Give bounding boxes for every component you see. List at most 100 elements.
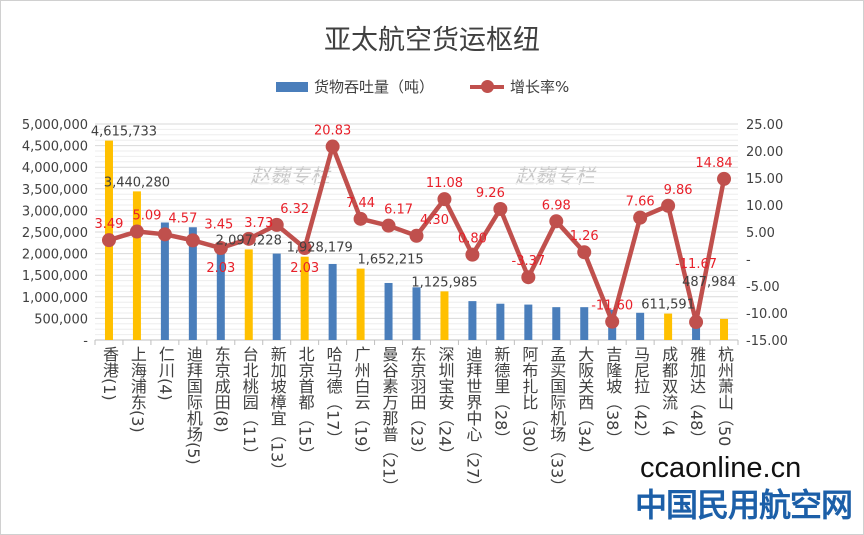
growth-label: 0.80 — [458, 232, 487, 247]
y-left-tick-label: 1,500,000 — [22, 269, 88, 284]
bar-value-label: 487,984 — [682, 275, 736, 290]
x-tick-label: 成都双流（4 — [659, 346, 679, 437]
y-right-tick-label: -15.00 — [746, 334, 788, 349]
logo-chinese: 中国民用航空网 — [635, 486, 853, 524]
growth-label: 3.49 — [95, 217, 124, 232]
bar — [132, 191, 141, 340]
growth-label: 6.32 — [280, 202, 309, 217]
growth-point — [689, 315, 704, 330]
x-tick-label: 马尼拉（42） — [631, 346, 651, 447]
bar — [580, 307, 589, 340]
growth-label: 5.09 — [132, 209, 161, 224]
x-tick-label: 上海浦东(3) — [127, 346, 147, 433]
legend-bar-swatch — [276, 81, 308, 92]
growth-label: 2.03 — [206, 261, 235, 276]
growth-point — [325, 139, 340, 154]
y-left-tick-label: 4,500,000 — [22, 140, 88, 155]
bar — [216, 243, 225, 340]
watermark: 赵巍专栏 — [515, 164, 595, 188]
growth-label: -11.60 — [591, 299, 633, 314]
growth-label: 4.30 — [420, 213, 449, 228]
growth-label: 4.57 — [168, 211, 197, 226]
x-tick-label: 阿布扎比（30） — [519, 346, 539, 463]
growth-point — [521, 270, 536, 285]
x-tick-label: 吉隆坡（38） — [603, 346, 623, 447]
growth-point — [185, 233, 200, 248]
growth-label: 7.66 — [626, 195, 655, 210]
growth-point — [493, 201, 508, 216]
growth-point — [269, 217, 284, 232]
y-left-tick-label: 3,000,000 — [22, 204, 88, 219]
growth-label: -11.67 — [675, 257, 717, 272]
bar-value-label: 2,097,228 — [216, 233, 282, 248]
y-left-tick-label: 5,000,000 — [22, 118, 88, 133]
y-right-tick-label: - — [746, 253, 751, 268]
bar — [188, 227, 197, 340]
y-left-tick-label: 2,500,000 — [22, 226, 88, 241]
y-right-tick-label: 15.00 — [746, 172, 783, 187]
y-left-tick-label: - — [83, 334, 88, 349]
bar — [384, 282, 393, 340]
growth-point — [437, 192, 452, 207]
x-tick-label: 东京成田(8) — [211, 346, 231, 433]
y-right-tick-label: 25.00 — [746, 118, 783, 133]
x-tick-label: 哈马德（17） — [323, 346, 343, 447]
growth-label: 3.45 — [204, 217, 233, 232]
bar — [720, 318, 729, 340]
growth-label: 20.83 — [314, 124, 351, 139]
logo-text: ccaonline.cn — [640, 452, 802, 484]
growth-point — [157, 227, 172, 242]
x-tick-label: 东京羽田（23） — [407, 346, 427, 463]
x-tick-label: 广州白云（19） — [351, 346, 371, 463]
bar — [636, 312, 645, 340]
growth-point — [605, 314, 620, 329]
growth-point — [409, 228, 424, 243]
bar — [524, 304, 533, 340]
watermark: 赵巍专栏 — [250, 164, 330, 188]
x-tick-label: 大阪关西（34） — [575, 346, 595, 463]
bar-value-label: 611,591 — [641, 298, 695, 313]
growth-label: 9.86 — [664, 183, 693, 198]
growth-label: 6.17 — [384, 203, 413, 218]
growth-label: 14.84 — [695, 156, 732, 171]
y-right-tick-label: 20.00 — [746, 145, 783, 160]
growth-label: 3.73 — [244, 216, 273, 231]
x-tick-label: 迪拜世界中心（27） — [463, 346, 483, 495]
y-left-tick-label: 3,500,000 — [22, 183, 88, 198]
bar-value-label: 1,125,985 — [411, 275, 477, 290]
bar-value-label: 1,652,215 — [358, 253, 424, 268]
growth-point — [633, 210, 648, 225]
growth-label: 1.26 — [570, 229, 599, 244]
growth-label: -3.37 — [512, 254, 546, 269]
bar-value-label: 3,440,280 — [104, 175, 170, 190]
bar-value-label: 1,928,179 — [287, 241, 353, 256]
y-left-tick-label: 1,000,000 — [22, 291, 88, 306]
growth-point — [549, 214, 564, 229]
y-left-tick-label: 500,000 — [34, 312, 88, 327]
growth-point — [101, 233, 116, 248]
x-tick-label: 曼谷素万那普（21） — [379, 346, 399, 495]
bar — [468, 301, 477, 340]
bar — [440, 291, 449, 340]
bar — [356, 268, 365, 340]
y-right-tick-label: 5.00 — [746, 226, 775, 241]
y-right-tick-label: -10.00 — [746, 307, 788, 322]
x-tick-label: 北京首都（15） — [295, 346, 315, 463]
legend-line-swatch — [470, 79, 505, 93]
x-tick-label: 台北桃园（11） — [239, 346, 259, 463]
growth-label: 11.08 — [426, 176, 463, 191]
growth-label: 2.03 — [290, 261, 319, 276]
growth-point — [381, 218, 396, 233]
bar — [664, 313, 673, 340]
x-tick-label: 雅加达（48） — [687, 346, 707, 447]
growth-point — [213, 241, 228, 256]
bar — [496, 303, 505, 340]
x-tick-label: 新加坡樟宜（13） — [267, 346, 287, 479]
x-tick-label: 深圳宝安（24） — [435, 346, 455, 463]
growth-point — [465, 247, 480, 262]
growth-label: 7.44 — [346, 196, 375, 211]
growth-point — [353, 211, 368, 226]
x-tick-label: 新德里（28） — [491, 346, 511, 447]
growth-point — [717, 171, 732, 186]
